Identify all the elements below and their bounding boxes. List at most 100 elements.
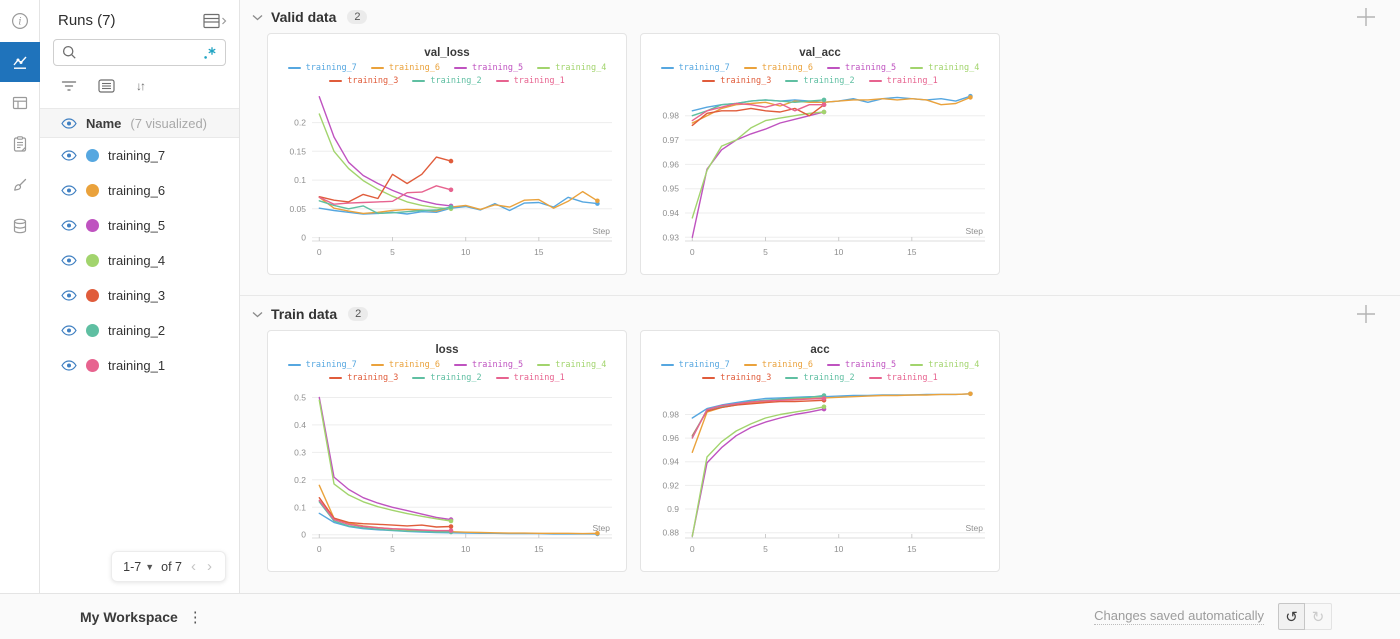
database-icon[interactable]	[0, 206, 40, 246]
run-row-training_2[interactable]: training_2	[40, 313, 239, 348]
regex-icon[interactable]	[203, 46, 217, 60]
eye-icon[interactable]	[61, 185, 77, 196]
svg-text:0.3: 0.3	[294, 447, 306, 457]
legend-item-training_1[interactable]: training_1	[868, 76, 938, 86]
legend-item-training_5[interactable]: training_5	[827, 63, 896, 73]
info-icon[interactable]: i	[0, 1, 40, 41]
redo-button[interactable]: ↻	[1305, 603, 1332, 630]
runs-panel: Runs (7) ↓	[40, 0, 240, 593]
undo-button[interactable]: ↺	[1278, 603, 1305, 630]
workspace-label[interactable]: My Workspace	[80, 608, 178, 625]
legend-item-training_4[interactable]: training_4	[910, 63, 979, 73]
legend-dash-icon	[910, 66, 924, 70]
search-box	[53, 39, 226, 66]
legend-row: training_7 training_6 training_5 training_4	[287, 359, 606, 371]
run-row-training_1[interactable]: training_1	[40, 348, 239, 383]
legend-dash-icon	[660, 363, 674, 367]
legend-item-training_4[interactable]: training_4	[537, 360, 606, 370]
clipboard-icon[interactable]	[0, 124, 40, 164]
legend-item-training_1[interactable]: training_1	[495, 373, 565, 383]
filter-icon[interactable]	[61, 79, 77, 93]
eye-icon[interactable]	[61, 220, 77, 231]
run-row-training_4[interactable]: training_4	[40, 243, 239, 278]
eye-icon[interactable]	[61, 117, 77, 129]
legend-item-training_3[interactable]: training_3	[329, 76, 398, 86]
chart-card-acc: acc training_7 training_6 training_5 traini…	[640, 330, 1000, 572]
svg-text:Step: Step	[593, 523, 611, 533]
legend-item-training_7[interactable]: training_7	[660, 360, 730, 370]
legend-item-training_2[interactable]: training_2	[785, 373, 855, 383]
list-settings-icon[interactable]	[98, 79, 115, 93]
chart-plot[interactable]: 0.88 0.9 0.92 0.94 0.96 0.98 0 5 10 15 Step	[649, 386, 993, 562]
run-color-dot	[86, 289, 99, 302]
add-chart-button[interactable]	[1355, 6, 1377, 28]
legend-dash-icon	[868, 79, 882, 83]
eye-icon[interactable]	[61, 360, 77, 371]
table-icon[interactable]	[0, 83, 40, 123]
page-range-dropdown[interactable]: 1-7 ▼	[123, 559, 155, 574]
legend-item-training_4[interactable]: training_4	[537, 63, 606, 73]
legend-item-training_3[interactable]: training_3	[702, 373, 771, 383]
sort-icon[interactable]: ↓↑	[136, 79, 146, 93]
legend-item-training_7[interactable]: training_7	[287, 360, 357, 370]
legend-dash-icon	[868, 376, 882, 380]
line-chart-icon[interactable]	[0, 42, 40, 82]
run-color-dot	[86, 324, 99, 337]
legend-item-training_6[interactable]: training_6	[743, 63, 813, 73]
legend-item-training_6[interactable]: training_6	[743, 360, 813, 370]
legend-item-training_4[interactable]: training_4	[910, 360, 979, 370]
legend-item-training_6[interactable]: training_6	[370, 63, 440, 73]
search-input[interactable]	[83, 44, 197, 61]
chart-plot-area[interactable]: 0.93 0.94 0.95 0.96 0.97 0.98 0 5 10 15 Step	[649, 89, 995, 270]
runs-header-label: Name	[86, 115, 122, 131]
eye-icon[interactable]	[61, 325, 77, 336]
legend-item-training_1[interactable]: training_1	[868, 373, 938, 383]
run-row-training_3[interactable]: training_3	[40, 278, 239, 313]
chevron-down-icon[interactable]	[252, 311, 263, 318]
kebab-menu-icon[interactable]: ⋮	[187, 608, 203, 626]
legend-item-training_7[interactable]: training_7	[287, 63, 357, 73]
chart-plot[interactable]: 0 0.1 0.2 0.3 0.4 0.5 0 5 10 15 Step	[276, 386, 620, 562]
legend-dash-icon	[785, 79, 799, 83]
legend-item-training_7[interactable]: training_7	[660, 63, 730, 73]
chevron-down-icon[interactable]	[252, 14, 263, 21]
add-chart-button[interactable]	[1355, 303, 1377, 325]
legend-dash-icon	[537, 363, 551, 367]
table-expand-icon[interactable]	[203, 13, 227, 29]
svg-text:Step: Step	[966, 226, 984, 236]
svg-text:0.2: 0.2	[294, 475, 306, 485]
legend-item-training_5[interactable]: training_5	[827, 360, 896, 370]
section-header-train-data: Train data 2	[240, 303, 1400, 325]
brush-icon[interactable]	[0, 165, 40, 205]
chart-title: val_loss	[424, 47, 470, 59]
legend-item-training_6[interactable]: training_6	[370, 360, 440, 370]
chart-plot-area[interactable]: 0 0.05 0.1 0.15 0.2 0 5 10 15 Step	[276, 89, 622, 270]
legend-item-training_5[interactable]: training_5	[454, 63, 523, 73]
eye-icon[interactable]	[61, 150, 77, 161]
runs-list-header[interactable]: Name (7 visualized)	[40, 108, 239, 138]
legend-item-training_2[interactable]: training_2	[412, 373, 482, 383]
chart-plot[interactable]: 0.93 0.94 0.95 0.96 0.97 0.98 0 5 10 15 Step	[649, 89, 993, 265]
legend-dash-icon	[454, 363, 467, 367]
run-row-training_6[interactable]: training_6	[40, 173, 239, 208]
chevron-right-icon[interactable]: ›	[207, 558, 212, 575]
eye-icon[interactable]	[61, 290, 77, 301]
legend-item-training_1[interactable]: training_1	[495, 76, 565, 86]
legend-item-training_2[interactable]: training_2	[412, 76, 482, 86]
legend-item-training_2[interactable]: training_2	[785, 76, 855, 86]
legend-item-training_3[interactable]: training_3	[329, 373, 398, 383]
chevron-left-icon[interactable]: ‹	[191, 558, 196, 575]
legend-item-training_3[interactable]: training_3	[702, 76, 771, 86]
run-row-training_7[interactable]: training_7	[40, 138, 239, 173]
run-row-training_5[interactable]: training_5	[40, 208, 239, 243]
chart-plot[interactable]: 0 0.05 0.1 0.15 0.2 0 5 10 15 Step	[276, 89, 620, 265]
chart-plot-area[interactable]: 0.88 0.9 0.92 0.94 0.96 0.98 0 5 10 15 Step	[649, 386, 995, 567]
chevron-down-icon: ▼	[145, 561, 155, 572]
eye-icon[interactable]	[61, 255, 77, 266]
main-row: i Runs (7)	[0, 0, 1400, 593]
svg-text:0.1: 0.1	[294, 502, 306, 512]
legend-item-training_5[interactable]: training_5	[454, 360, 523, 370]
chart-plot-area[interactable]: 0 0.1 0.2 0.3 0.4 0.5 0 5 10 15 Step	[276, 386, 622, 567]
svg-text:Step: Step	[593, 226, 611, 236]
svg-text:15: 15	[534, 544, 544, 554]
